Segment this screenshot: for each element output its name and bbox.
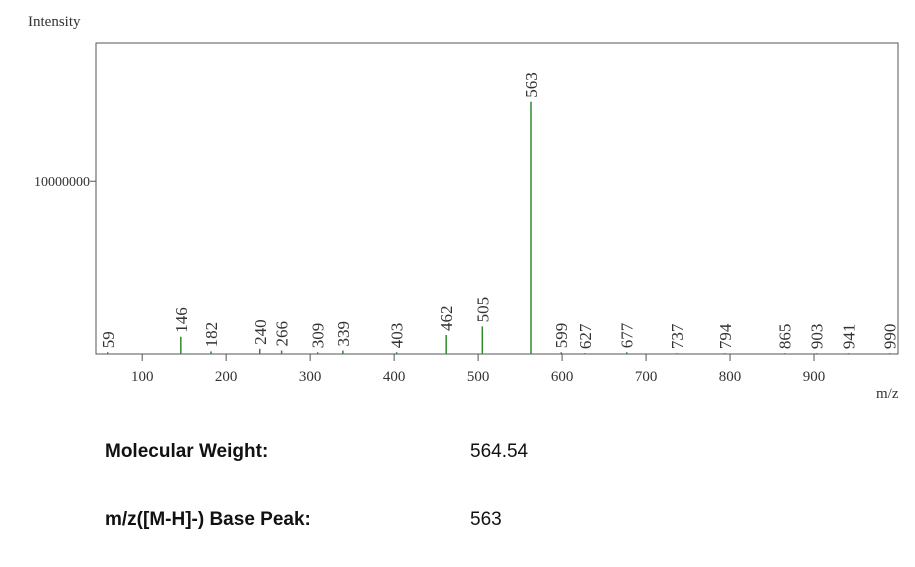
peak-label: 403 xyxy=(388,323,407,349)
peak-label: 182 xyxy=(202,322,221,348)
info-value: 563 xyxy=(470,509,502,530)
peak-label: 266 xyxy=(273,321,292,347)
info-label: Molecular Weight: xyxy=(105,441,268,462)
x-tick-label: 900 xyxy=(803,369,826,385)
peak-label: 794 xyxy=(716,323,735,349)
y-tick-label: 10000000 xyxy=(34,175,90,190)
info-value: 564.54 xyxy=(470,441,529,462)
peak-label: 240 xyxy=(251,319,270,345)
peak-label: 903 xyxy=(808,324,827,350)
peak-label: 462 xyxy=(437,305,456,331)
x-tick-label: 700 xyxy=(635,369,658,385)
x-tick-label: 600 xyxy=(551,369,574,385)
x-tick-label: 500 xyxy=(467,369,490,385)
info-label: m/z([M-H]-) Base Peak: xyxy=(105,509,311,530)
peak-label: 59 xyxy=(99,331,118,348)
x-tick-label: 800 xyxy=(719,369,742,385)
peak-label: 627 xyxy=(576,323,595,349)
peak-label: 309 xyxy=(309,323,328,349)
peak-label: 865 xyxy=(776,324,795,350)
peak-label: 990 xyxy=(881,324,900,350)
x-axis-label: m/z xyxy=(876,386,899,402)
y-axis-label: Intensity xyxy=(28,14,81,30)
plot-frame xyxy=(95,42,899,355)
peak-label: 599 xyxy=(552,323,571,349)
x-tick-label: 100 xyxy=(131,369,154,385)
peak-label: 146 xyxy=(172,307,191,333)
peak-label: 339 xyxy=(334,321,353,347)
peak-label: 563 xyxy=(522,72,541,98)
x-tick-label: 200 xyxy=(215,369,238,385)
peak-label: 941 xyxy=(839,324,858,350)
peak-label: 505 xyxy=(473,297,492,323)
x-tick-label: 300 xyxy=(299,369,322,385)
x-tick-label: 400 xyxy=(383,369,406,385)
peak-label: 677 xyxy=(618,322,637,348)
peak-label: 737 xyxy=(668,323,687,349)
